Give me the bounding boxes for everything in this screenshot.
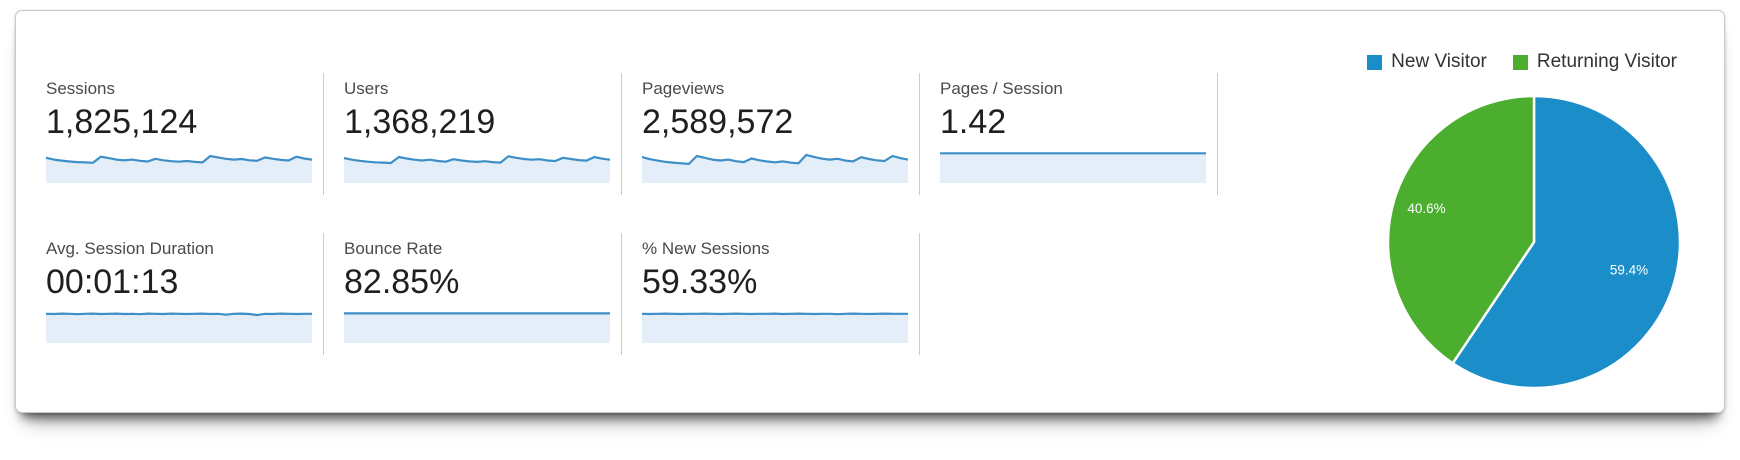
new-visitor-swatch-icon <box>1367 54 1383 70</box>
metric-avg-session-duration: Avg. Session Duration 00:01:13 <box>46 233 324 355</box>
metric-value: 1,825,124 <box>46 103 198 141</box>
metric-value: 1.42 <box>940 103 1007 141</box>
metric-label: % New Sessions <box>642 239 770 258</box>
visitor-type-pie-chart[interactable]: 59.4% 40.6% <box>1374 82 1694 402</box>
bounce-rate-sparkline <box>344 312 610 343</box>
metric-label: Bounce Rate <box>344 239 443 258</box>
metric-label: Pages / Session <box>940 79 1063 98</box>
avg-session-duration-sparkline <box>46 312 312 343</box>
metric-value: 82.85% <box>344 263 460 301</box>
svg-text:59.4%: 59.4% <box>1610 262 1648 277</box>
metric-value: 00:01:13 <box>46 263 179 301</box>
visitor-pie: 59.4% 40.6% <box>1386 94 1682 390</box>
metric-pageviews: Pageviews 2,589,572 <box>642 73 920 195</box>
metric-row-1: Sessions 1,825,124 Users 1,368,219 Pagev… <box>46 73 1238 195</box>
metric-label: Sessions <box>46 79 115 98</box>
metric-users: Users 1,368,219 <box>344 73 622 195</box>
legend-label-new-visitor: New Visitor <box>1391 51 1487 72</box>
percent-new-sessions-sparkline <box>642 312 908 343</box>
dashboard-card: New Visitor Returning Visitor Sessions 1… <box>15 10 1725 413</box>
pages-per-session-sparkline <box>940 152 1206 183</box>
metric-sessions: Sessions 1,825,124 <box>46 73 324 195</box>
legend-item-new-visitor[interactable]: New Visitor <box>1367 51 1487 73</box>
svg-text:40.6%: 40.6% <box>1407 201 1445 216</box>
metric-bounce-rate: Bounce Rate 82.85% <box>344 233 622 355</box>
metric-value: 59.33% <box>642 263 758 301</box>
metric-value: 1,368,219 <box>344 103 496 141</box>
sessions-sparkline <box>46 154 312 183</box>
metric-value: 2,589,572 <box>642 103 794 141</box>
pageviews-sparkline <box>642 153 908 183</box>
metric-label: Users <box>344 79 389 98</box>
users-sparkline <box>344 155 610 183</box>
returning-visitor-swatch-icon <box>1512 54 1528 70</box>
pie-legend: New Visitor Returning Visitor <box>1367 51 1677 73</box>
legend-item-returning-visitor[interactable]: Returning Visitor <box>1512 51 1677 73</box>
metric-label: Pageviews <box>642 79 725 98</box>
legend-label-returning-visitor: Returning Visitor <box>1536 51 1677 72</box>
metric-label: Avg. Session Duration <box>46 239 214 258</box>
metric-row-2: Avg. Session Duration 00:01:13 Bounce Ra… <box>46 233 940 355</box>
metric-pages-per-session: Pages / Session 1.42 <box>940 73 1218 195</box>
metric-percent-new-sessions: % New Sessions 59.33% <box>642 233 920 355</box>
